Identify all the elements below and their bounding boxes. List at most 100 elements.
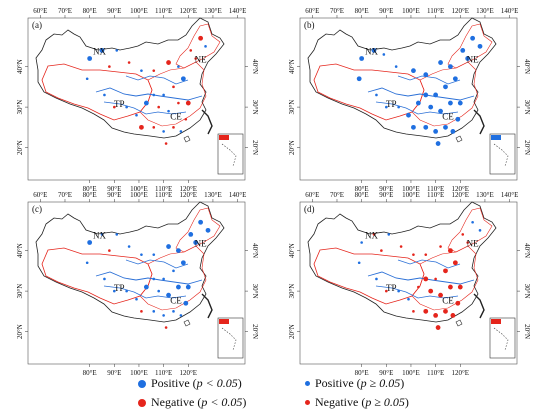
river-yangtze xyxy=(95,87,203,101)
station-point xyxy=(406,112,411,118)
station-point xyxy=(115,233,119,236)
x-tick-label-top: 140°E xyxy=(501,7,519,15)
x-tick-label-bottom: 110°E xyxy=(155,369,172,377)
station-point xyxy=(387,233,391,236)
y-tick-label-right: 20°N xyxy=(523,140,531,155)
x-tick-label-top: 110°E xyxy=(427,7,444,15)
region-label-ne: NE xyxy=(195,55,207,65)
y-tick-label-right: 30°N xyxy=(251,100,259,115)
x-tick-label-bottom: 90°E xyxy=(107,369,121,377)
x-tick-label-top: 140°E xyxy=(229,7,247,15)
x-tick-label-bottom: 100°E xyxy=(402,369,420,377)
x-tick-label-top: 100°E xyxy=(130,7,148,15)
china-boundary xyxy=(35,17,225,139)
region-label-ne: NE xyxy=(467,55,479,65)
station-point xyxy=(359,56,365,61)
region-label-ne: NE xyxy=(467,239,479,249)
station-point xyxy=(164,326,168,329)
station-point xyxy=(152,310,156,313)
station-point xyxy=(448,284,453,290)
station-point xyxy=(385,289,388,293)
station-point xyxy=(450,129,456,134)
station-point xyxy=(423,276,429,282)
station-point xyxy=(152,69,156,72)
station-point xyxy=(172,269,175,273)
x-tick-label-bottom: 100°E xyxy=(130,185,148,193)
station-point xyxy=(143,284,149,290)
region-label-ce: CE xyxy=(170,111,182,121)
x-tick-label-top: 70°E xyxy=(58,191,72,199)
station-point xyxy=(461,233,465,236)
station-point xyxy=(372,233,376,236)
station-point xyxy=(423,92,429,98)
x-tick-label-top: 100°E xyxy=(402,191,420,199)
region-boundary-ne xyxy=(175,207,221,253)
station-point xyxy=(113,289,116,293)
x-tick-label-top: 80°E xyxy=(355,191,369,199)
x-tick-label-bottom: 80°E xyxy=(355,185,369,193)
river-yellow xyxy=(125,75,189,85)
station-point xyxy=(185,284,191,290)
station-point xyxy=(140,253,143,256)
river-pearl xyxy=(103,101,187,115)
legend-label: Negative (p < 0.05) xyxy=(151,395,247,409)
legend-item-positive-sig: Positive (p < 0.05) xyxy=(138,376,242,391)
station-point xyxy=(443,124,448,130)
station-point xyxy=(140,69,143,72)
x-tick-label-bottom: 90°E xyxy=(379,185,393,193)
x-tick-label-top: 90°E xyxy=(379,191,393,199)
station-point xyxy=(433,313,439,318)
station-point xyxy=(176,284,181,290)
station-point xyxy=(375,93,378,97)
x-tick-label-bottom: 80°E xyxy=(83,185,97,193)
y-tick-label-right: 40°N xyxy=(251,243,259,258)
region-label-ce: CE xyxy=(170,295,182,305)
inset-frame xyxy=(217,317,244,359)
station-point xyxy=(135,297,138,301)
station-point xyxy=(434,277,437,281)
station-point xyxy=(103,277,106,281)
station-point xyxy=(140,310,143,313)
x-tick-label-bottom: 110°E xyxy=(427,369,444,377)
river-yangtze xyxy=(367,87,475,101)
legend-item-negative: Negative (p ≥ 0.05) xyxy=(305,395,409,410)
station-point xyxy=(167,109,170,113)
y-tick-label-left: 20°N xyxy=(288,324,296,339)
station-point xyxy=(185,100,191,106)
station-point xyxy=(172,126,175,129)
station-point xyxy=(180,76,186,82)
x-tick-label-bottom: 80°E xyxy=(355,369,369,377)
x-tick-label-top: 110°E xyxy=(427,191,444,199)
station-point xyxy=(478,229,482,232)
legend-item-positive: Positive (p ≥ 0.05) xyxy=(305,376,404,391)
station-point xyxy=(439,245,442,248)
legend: Positive (p < 0.05) Positive (p ≥ 0.05) … xyxy=(120,376,450,416)
map-svg-d: 60°E 70°E 80°E 90°E 100°E 110°E 120°E 130°E 140°… xyxy=(288,191,531,377)
station-point xyxy=(443,308,448,314)
x-tick-label-top: 90°E xyxy=(379,7,393,15)
station-point xyxy=(452,260,458,266)
map-panel-a: 60°E 70°E 80°E 90°E 100°E 110°E 120°E 130°E 140°… xyxy=(8,4,268,194)
china-boundary xyxy=(307,201,497,323)
x-tick-label-bottom: 100°E xyxy=(402,185,420,193)
map-panel-b: 60°E 70°E 80°E 90°E 100°E 110°E 120°E 130°E 140°… xyxy=(280,4,540,194)
inset-frame xyxy=(489,133,516,175)
station-point xyxy=(108,249,111,252)
river-yellow xyxy=(397,259,461,269)
china-boundary xyxy=(35,201,225,323)
station-point xyxy=(448,100,453,106)
station-point xyxy=(371,48,377,53)
station-point xyxy=(108,65,111,68)
station-point xyxy=(162,93,165,97)
y-tick-label-left: 40°N xyxy=(16,243,24,258)
station-point xyxy=(184,117,188,121)
x-tick-label-top: 100°E xyxy=(130,191,148,199)
y-tick-label-right: 20°N xyxy=(251,140,259,155)
y-tick-label-right: 40°N xyxy=(523,243,531,258)
station-point xyxy=(424,253,428,256)
x-tick-label-bottom: 90°E xyxy=(107,185,121,193)
station-point xyxy=(471,220,474,224)
station-point xyxy=(125,105,128,109)
station-point xyxy=(375,277,378,281)
river-yellow xyxy=(125,259,189,269)
